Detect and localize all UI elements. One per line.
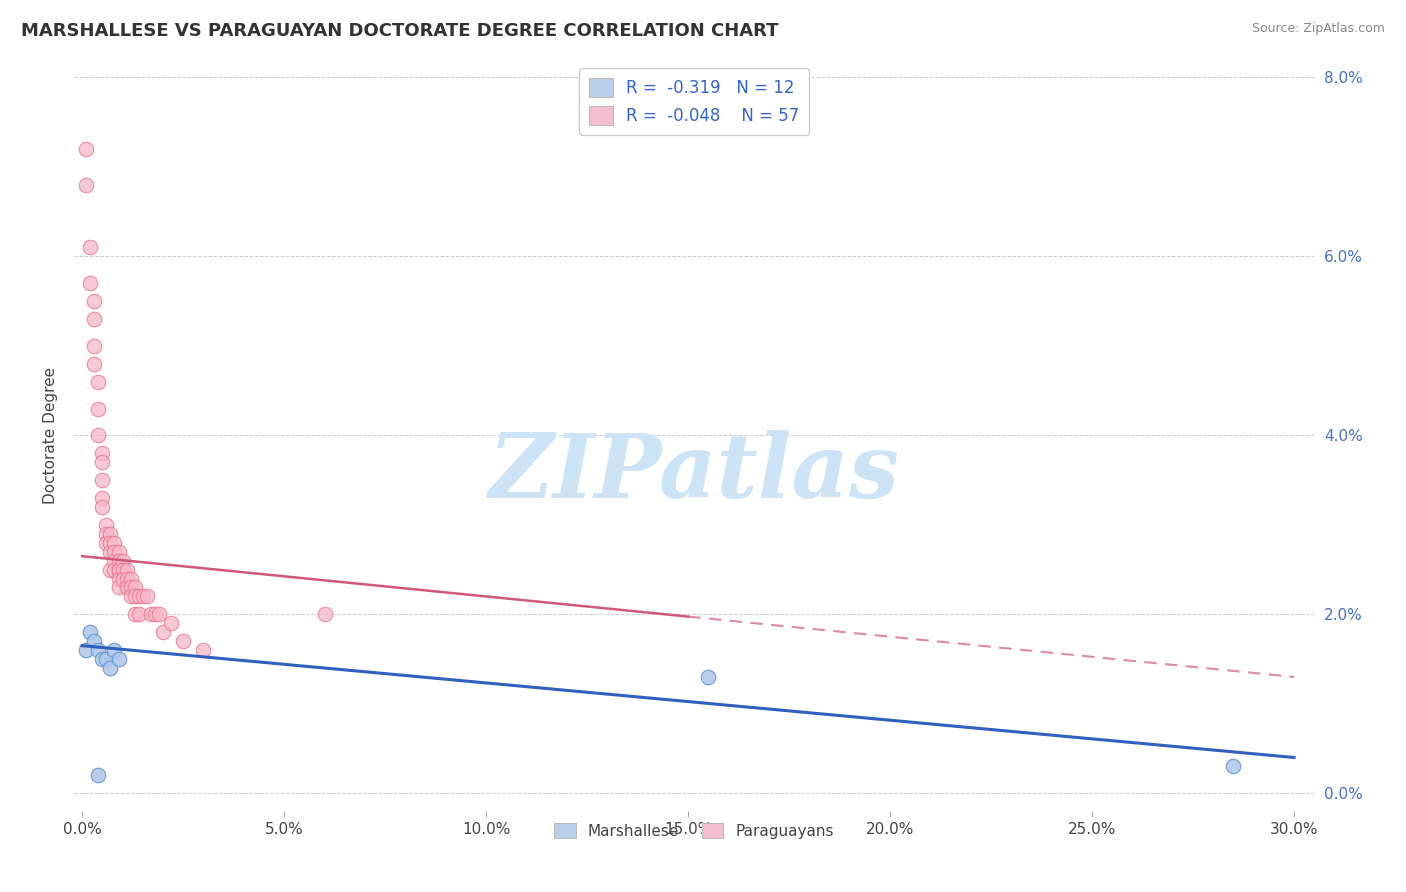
Point <box>128 590 150 604</box>
Point <box>91 446 114 460</box>
Point <box>160 616 183 631</box>
Point <box>124 581 146 595</box>
Point <box>75 178 97 192</box>
Point <box>79 625 101 640</box>
Point <box>193 643 215 657</box>
Point <box>120 590 142 604</box>
Point <box>91 455 114 469</box>
Point <box>132 590 155 604</box>
Point <box>87 375 110 389</box>
Point <box>314 607 336 622</box>
Point <box>75 142 97 156</box>
Point <box>148 607 170 622</box>
Point <box>91 491 114 505</box>
Point <box>96 652 118 666</box>
Point <box>103 554 125 568</box>
Legend: Marshallese, Paraguayans: Marshallese, Paraguayans <box>548 817 841 845</box>
Point <box>115 572 138 586</box>
Text: MARSHALLESE VS PARAGUAYAN DOCTORATE DEGREE CORRELATION CHART: MARSHALLESE VS PARAGUAYAN DOCTORATE DEGR… <box>21 22 779 40</box>
Point <box>91 473 114 487</box>
Point <box>100 545 122 559</box>
Point <box>87 401 110 416</box>
Point <box>79 240 101 254</box>
Point <box>87 428 110 442</box>
Point <box>75 643 97 657</box>
Point <box>91 500 114 514</box>
Y-axis label: Doctorate Degree: Doctorate Degree <box>44 367 58 504</box>
Point <box>697 670 720 684</box>
Point <box>91 652 114 666</box>
Point <box>135 590 157 604</box>
Point <box>143 607 166 622</box>
Point <box>87 768 110 782</box>
Point <box>1222 759 1244 773</box>
Point <box>120 581 142 595</box>
Point <box>124 607 146 622</box>
Point <box>100 661 122 675</box>
Point <box>115 563 138 577</box>
Point <box>103 535 125 549</box>
Point <box>96 526 118 541</box>
Point <box>107 652 129 666</box>
Point <box>87 643 110 657</box>
Point <box>96 517 118 532</box>
Point <box>107 563 129 577</box>
Point <box>107 581 129 595</box>
Point <box>103 563 125 577</box>
Point <box>96 535 118 549</box>
Point <box>79 277 101 291</box>
Point <box>107 554 129 568</box>
Point <box>111 572 134 586</box>
Point <box>83 339 105 353</box>
Point <box>103 545 125 559</box>
Point <box>128 607 150 622</box>
Point <box>152 625 174 640</box>
Point <box>111 554 134 568</box>
Point <box>103 643 125 657</box>
Point <box>100 563 122 577</box>
Point <box>111 563 134 577</box>
Point <box>83 634 105 648</box>
Point <box>83 312 105 326</box>
Point <box>172 634 194 648</box>
Point <box>107 563 129 577</box>
Point <box>107 545 129 559</box>
Point <box>100 526 122 541</box>
Point <box>124 590 146 604</box>
Point <box>83 357 105 371</box>
Point <box>100 535 122 549</box>
Point <box>115 581 138 595</box>
Point <box>83 294 105 309</box>
Text: ZIPatlas: ZIPatlas <box>489 430 900 516</box>
Text: Source: ZipAtlas.com: Source: ZipAtlas.com <box>1251 22 1385 36</box>
Point <box>107 572 129 586</box>
Point <box>120 572 142 586</box>
Point <box>139 607 162 622</box>
